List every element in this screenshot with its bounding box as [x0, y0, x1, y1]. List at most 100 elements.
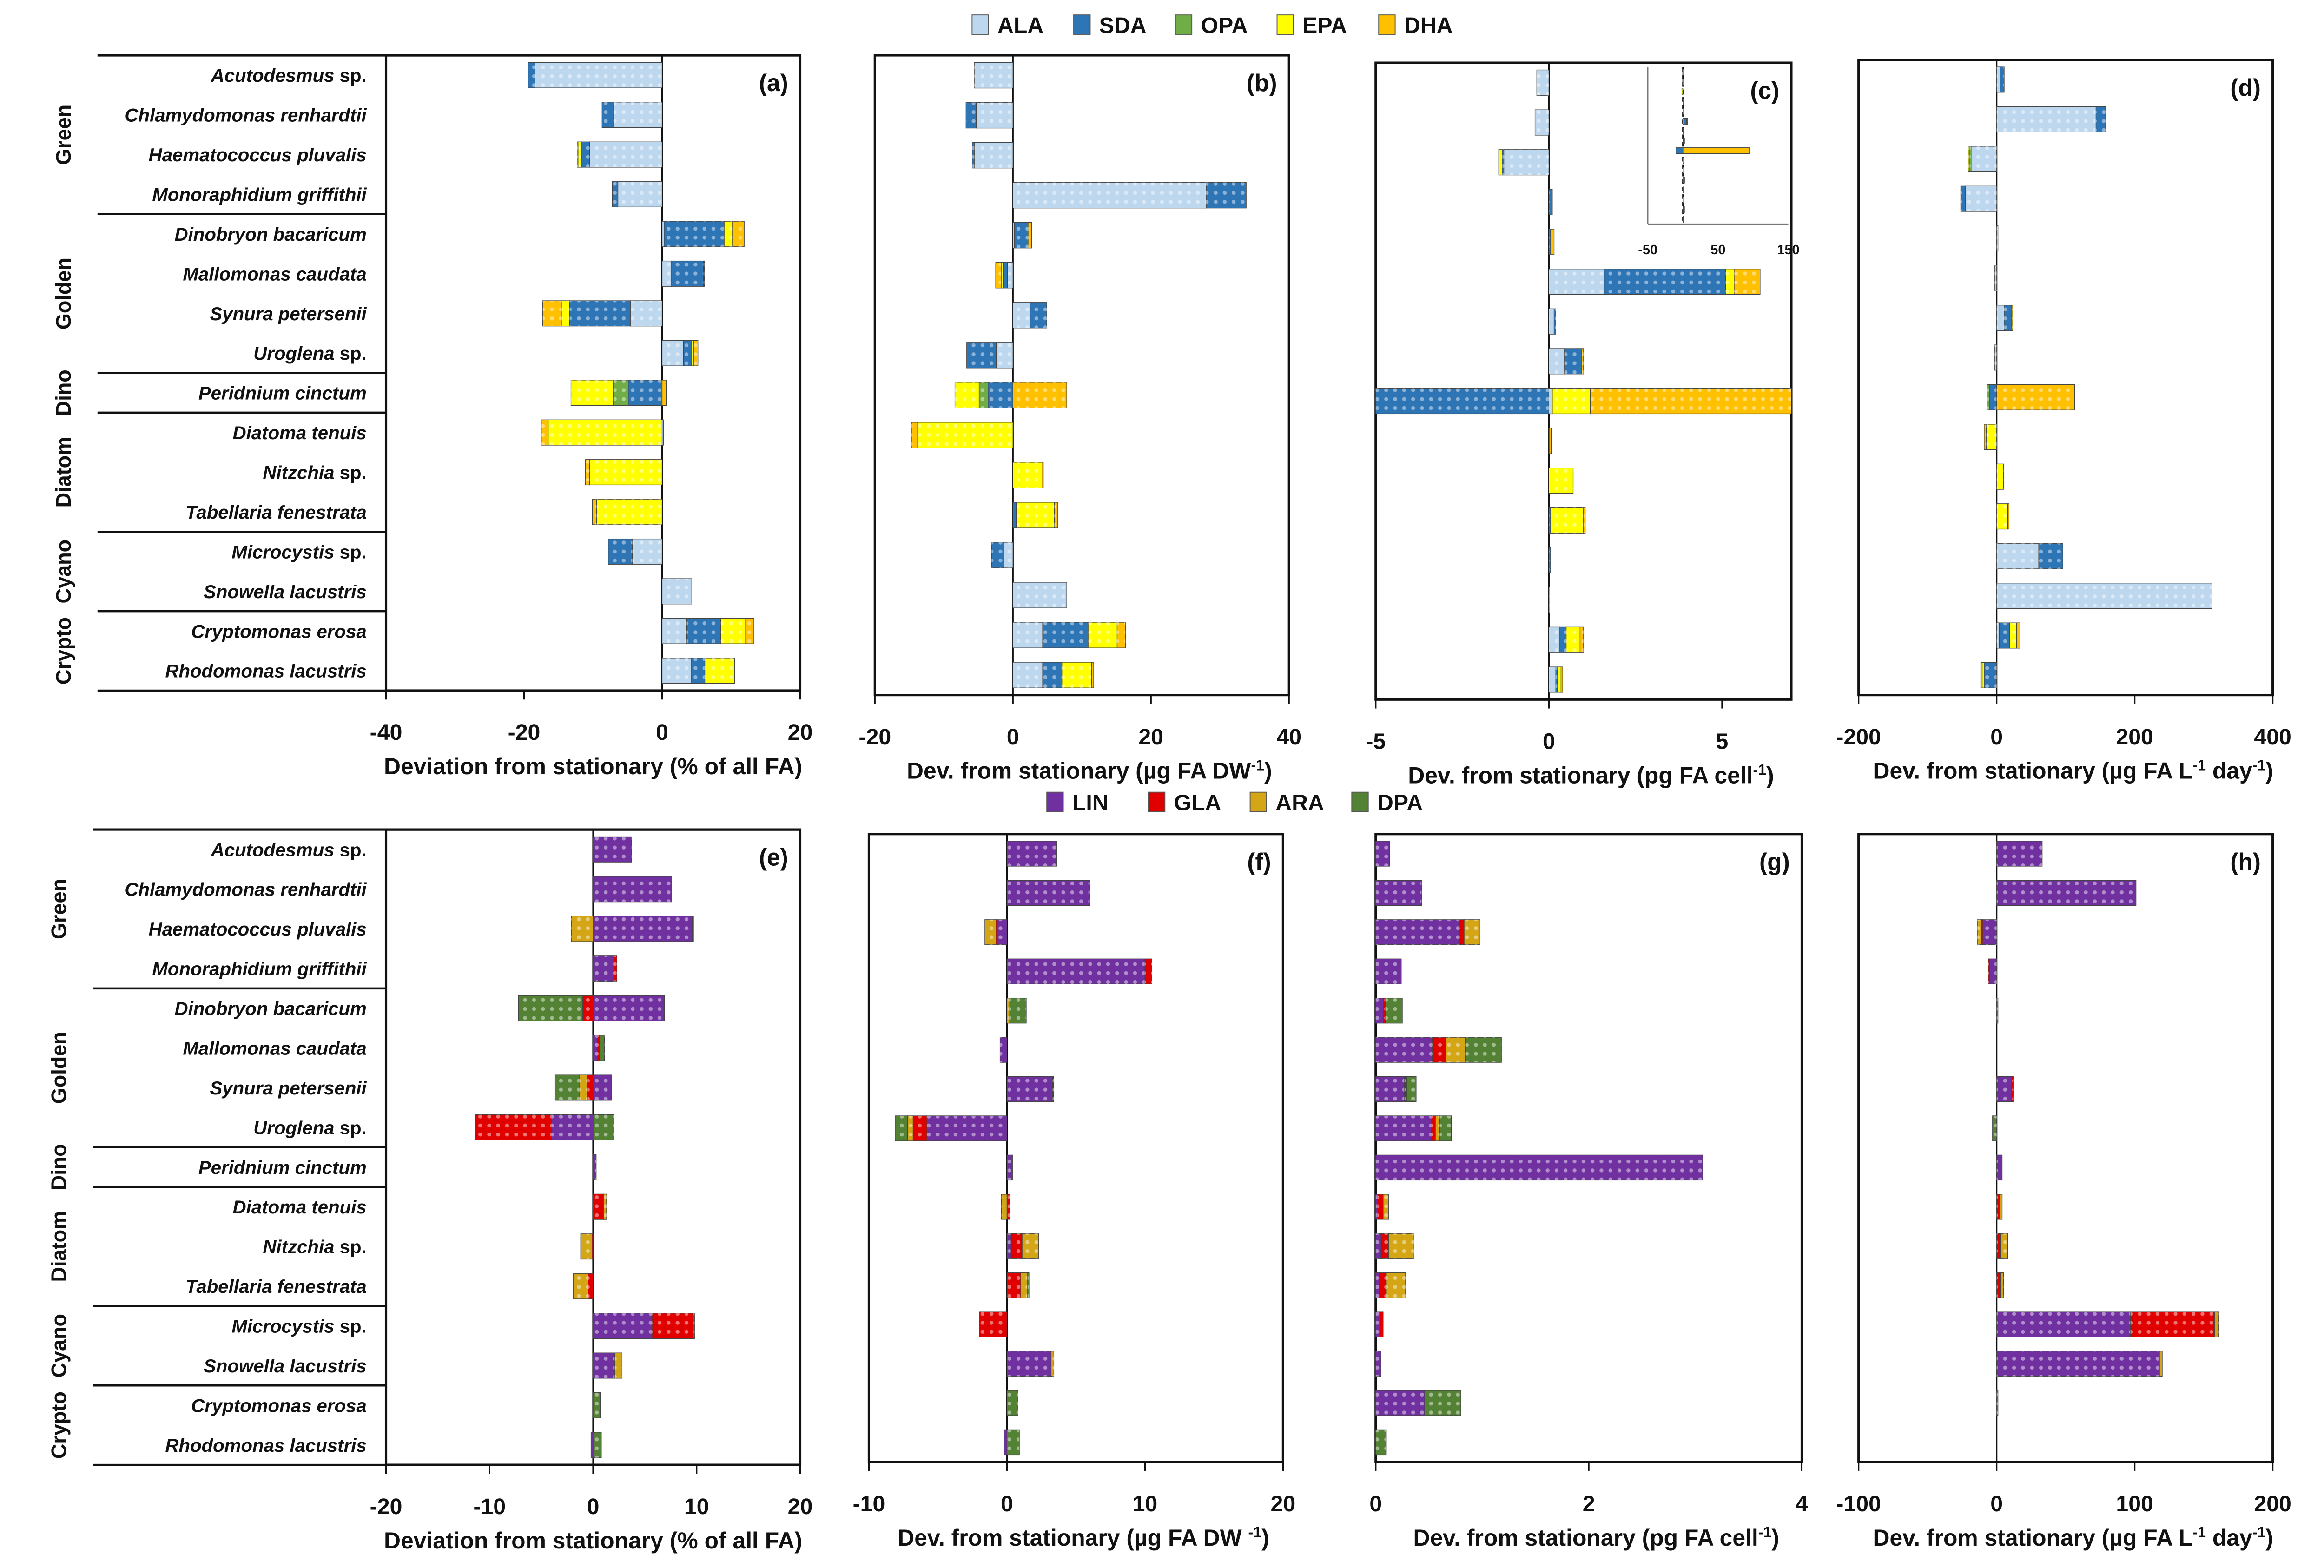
species-suffix: sp. [334, 541, 366, 562]
bar-texture [927, 1115, 1007, 1141]
bar-texture [580, 1075, 587, 1100]
bar-texture [2096, 106, 2106, 132]
species-label: Diatoma tenuis [233, 422, 367, 443]
bar-texture [1996, 841, 2042, 866]
bar-texture [599, 1035, 605, 1061]
x-tick-label: -20 [858, 725, 891, 750]
bar-texture [1999, 623, 2010, 648]
x-axis-title-text: ) [2265, 1525, 2273, 1551]
species-label: Synura petersenii [210, 1078, 367, 1099]
bar-texture [1996, 1390, 1998, 1416]
legend-label-dpa: DPA [1377, 790, 1423, 815]
species-label: Monoraphidium griffithii [152, 184, 367, 205]
x-axis-title-text: ) [1771, 1525, 1779, 1551]
x-axis-title-text: Dev. from stationary (pg FA cell [1408, 762, 1753, 788]
bar-texture [1604, 269, 1726, 295]
species-name: Microcystis [231, 541, 334, 562]
group-label-crypto: Crypto [52, 617, 75, 685]
bar-texture [693, 340, 698, 366]
bar-texture [1996, 464, 2004, 490]
bar-texture [593, 1154, 596, 1180]
bar-texture [1557, 667, 1561, 692]
bar-texture [1982, 662, 1984, 688]
x-tick-label: 0 [587, 1494, 600, 1519]
x-tick-label: 100 [2116, 1491, 2153, 1516]
bar-texture [724, 221, 733, 247]
bar-texture [593, 876, 672, 902]
bar-texture [1375, 841, 1390, 866]
bar-texture [1375, 880, 1422, 906]
bar-texture [1375, 1076, 1405, 1102]
bar-texture [907, 1115, 913, 1141]
legend-swatch-ara [1249, 791, 1267, 812]
bar-texture [581, 142, 590, 167]
bar-texture [1016, 502, 1055, 528]
legend-label-gla: GLA [1174, 790, 1221, 815]
bar-texture [1996, 1155, 2002, 1180]
x-axis-title-text: ) [2265, 758, 2273, 784]
bar-texture [593, 1114, 614, 1140]
species-label: Chlamydomonas renhardtii [125, 879, 367, 900]
bar-texture [1986, 424, 1997, 450]
x-axis-title-text: Deviation from stationary (% of all FA) [384, 1528, 802, 1554]
bar-texture [996, 342, 1013, 368]
bar-texture [593, 1313, 652, 1339]
bar-texture [1385, 998, 1403, 1023]
bar-texture [1554, 309, 1556, 335]
panel-d: -200 0 200 400 Dev. from stationary (µg FA L… [1836, 59, 2291, 784]
legend-swatch-lin [1046, 791, 1064, 812]
species-label: Tabellaria fenestrata [185, 1276, 366, 1297]
bar-texture [1013, 302, 1030, 328]
bar-texture [593, 1432, 601, 1458]
x-axis-title-superscript: -1 [1758, 1524, 1772, 1541]
bar-texture [1007, 1430, 1020, 1455]
bar-texture [974, 62, 1013, 88]
bar-texture [613, 380, 628, 406]
bar-texture [720, 618, 745, 644]
bar-texture [1996, 225, 1998, 251]
legend-top: ALA SDA OPA EPA DHA [971, 13, 1452, 38]
bar-texture [535, 62, 662, 88]
group-label-diatom: Diatom [47, 1211, 71, 1282]
bar-texture [614, 1353, 622, 1378]
bar-texture [683, 340, 692, 366]
bar-texture [1549, 468, 1573, 494]
x-tick-label: 0 [1543, 729, 1555, 754]
x-axis-title-superscript: -1 [1753, 761, 1766, 778]
bar-texture [1549, 348, 1565, 374]
bar-texture [589, 142, 662, 167]
bar-texture [911, 422, 917, 448]
bar-texture [1549, 189, 1552, 215]
species-suffix: sp. [334, 65, 366, 86]
species-label: Peridnium cinctum [198, 1157, 367, 1178]
bar-texture [1971, 146, 1997, 172]
bar-texture [475, 1114, 552, 1140]
species-label: Synura petersenii [210, 303, 367, 324]
bar-texture [972, 142, 975, 168]
bar-texture [518, 995, 583, 1021]
bar-texture [1969, 146, 1971, 172]
bar-texture [652, 1313, 694, 1339]
bar-texture [1007, 1272, 1021, 1298]
legend-bottom: LIN GLA ARA DPA [1046, 790, 1423, 815]
bar-texture [1014, 222, 1028, 248]
bar-texture [1145, 959, 1152, 984]
bar-texture [976, 102, 1013, 128]
bar-texture [562, 300, 570, 326]
x-axis-title-superscript: -1 [2252, 757, 2266, 774]
bar-texture [1380, 1312, 1383, 1337]
x-axis-title: Dev. from stationary (µg FA L-1 day-1) [1873, 1524, 2273, 1551]
legend-swatch-gla [1148, 791, 1166, 812]
bar-texture [1996, 67, 2000, 92]
group-label-cyano: Cyano [52, 540, 75, 604]
inset-bar-epa [1681, 88, 1684, 95]
bar-texture [1999, 1194, 2002, 1219]
bar-texture [1499, 149, 1502, 175]
species-label: Cryptomonas erosa [191, 621, 366, 642]
panel-letter: (e) [759, 843, 788, 870]
bar-texture [662, 340, 684, 366]
bar-texture [1996, 503, 2008, 529]
x-axis-title: Dev. from stationary (pg FA cell-1) [1413, 1524, 1779, 1551]
species-name: Acutodesmus [211, 65, 335, 86]
x-tick-label: -20 [370, 1494, 403, 1519]
